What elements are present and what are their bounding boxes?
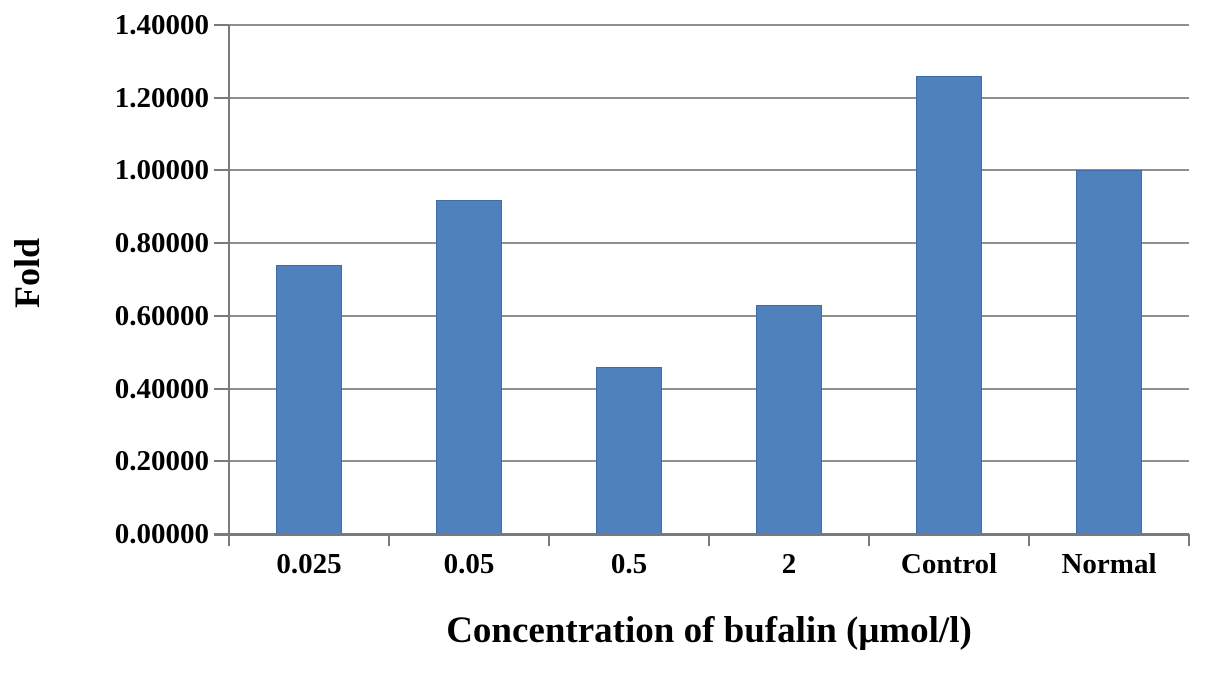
bar-0.5 [596,366,662,534]
gridline [229,387,1189,390]
y-tick-label: 1.40000 [114,9,209,41]
x-axis-tick [228,534,230,546]
y-tick-label: 0.00000 [114,518,209,550]
x-tick-label: 2 [781,548,797,580]
gridline [229,169,1189,172]
y-tick-label: 0.20000 [114,445,209,478]
y-axis-tick [214,314,229,317]
x-axis-tick [708,534,710,546]
x-tick-label: 0.5 [610,548,648,580]
y-tick-label: 0.80000 [114,227,209,260]
x-axis-line [214,533,1189,536]
x-axis-tick [548,534,550,546]
gridline [229,242,1189,245]
y-tick-label: 1.20000 [114,81,209,114]
gridline [229,96,1189,99]
plot-area [229,24,1189,534]
y-tick-label: 0.60000 [114,299,209,332]
bar-0.025 [276,264,342,534]
x-tick-label: 0.025 [276,548,342,580]
x-axis-tick [1028,534,1030,546]
x-axis-tick [1188,534,1190,546]
x-tick-label: 0.05 [443,548,495,580]
x-tick-label: Control [900,548,998,580]
y-axis-tick [214,242,229,245]
y-axis-line [228,25,230,534]
y-tick-label: 1.00000 [114,154,209,187]
y-axis-tick [214,169,229,172]
bar-0.05 [436,199,502,534]
x-axis-title: Concentration of bufalin (μmol/l) [446,610,972,651]
gridline [229,460,1189,463]
x-tick-label: Normal [1061,548,1157,580]
x-axis-tick [868,534,870,546]
x-axis-tick [388,534,390,546]
bar-2 [756,304,822,534]
gridline [229,314,1189,317]
y-axis-tick [214,96,229,99]
y-axis-tick [214,387,229,390]
gridline [229,24,1189,26]
bar-Control [916,75,982,534]
y-tick-label: 0.40000 [114,372,209,405]
y-axis-tick [214,24,229,26]
bar-Normal [1076,170,1142,534]
y-axis-title: Fold [7,238,47,309]
y-axis-tick [214,460,229,463]
